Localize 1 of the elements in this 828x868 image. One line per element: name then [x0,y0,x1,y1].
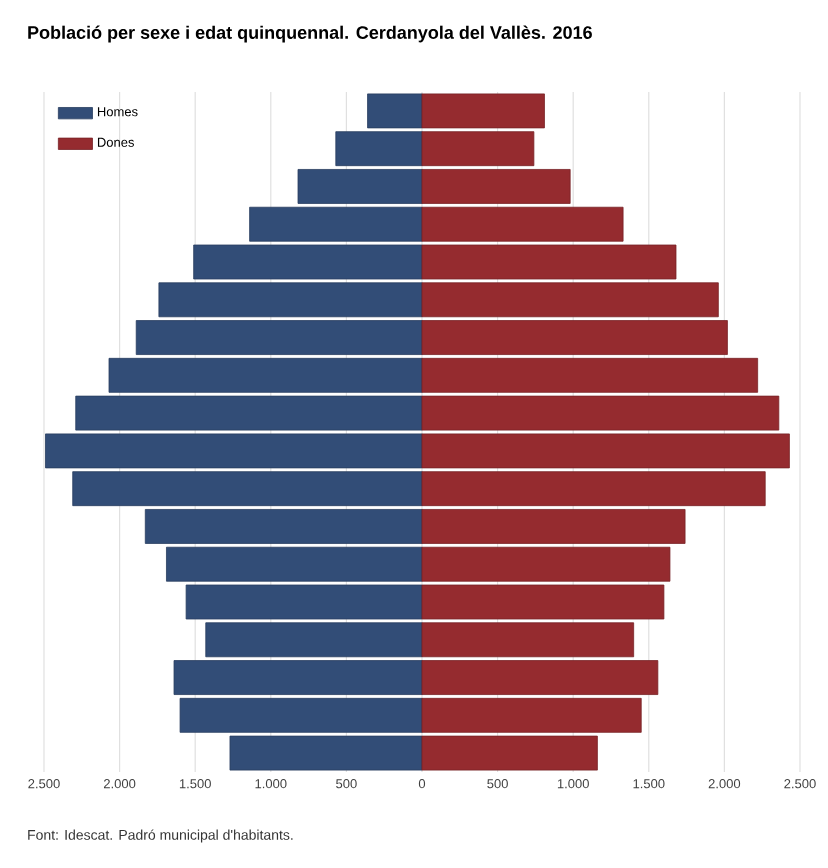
chart-title: Població per sexe i edat quinquennal. Cerdanyola del Vallès. 2016 [28,25,592,43]
